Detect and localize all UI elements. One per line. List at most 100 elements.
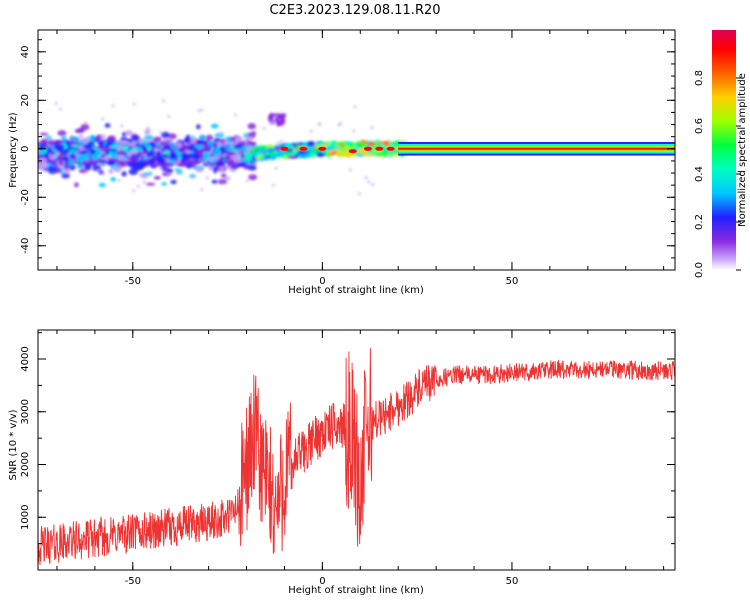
heatmap-hotspot: [363, 146, 372, 151]
heatmap-cell: [133, 156, 140, 160]
heatmap-cell: [58, 158, 64, 165]
heatmap-cell: [110, 176, 117, 182]
heatmap-cell: [247, 164, 257, 171]
heatmap-cell: [39, 132, 49, 136]
heatmap-cell: [117, 160, 126, 166]
heatmap-cell: [264, 148, 274, 153]
heatmap-cell: [161, 151, 165, 155]
snr-xlabel: Height of straight line (km): [288, 585, 424, 596]
heatmap-cell: [245, 179, 249, 183]
heatmap-cell: [223, 154, 231, 162]
heatmap-cell: [195, 167, 204, 173]
heatmap-cell: [196, 124, 201, 130]
heatmap-cell: [83, 143, 93, 150]
heatmap-cell: [191, 175, 195, 179]
y-tick-label: -40: [20, 238, 31, 254]
heatmap-cell: [153, 175, 161, 180]
heatmap-cell: [155, 149, 159, 153]
heatmap-cell: [142, 146, 148, 153]
heatmap-cell: [47, 140, 55, 147]
colorbar-ticks: 0.0 0.2 0.4 0.6 0.8: [694, 70, 741, 278]
heatmap-cell: [233, 143, 243, 149]
heatmap-cell: [142, 142, 150, 147]
heatmap-cell: [101, 172, 105, 176]
heatmap-cell: [105, 142, 111, 148]
heatmap-cell: [343, 151, 354, 158]
heatmap-cell: [161, 168, 168, 172]
heatmap-cell: [108, 169, 114, 174]
colorbar-tick-label: 0.6: [694, 118, 705, 134]
heatmap-cell: [205, 176, 209, 180]
heatmap-cell: [370, 126, 374, 130]
heatmap-cell: [270, 154, 277, 161]
heatmap-cell: [99, 159, 107, 164]
heatmap-cell: [200, 188, 204, 192]
heatmap-cell: [56, 148, 63, 152]
heatmap-cell: [61, 172, 70, 179]
heatmap-cell: [202, 143, 209, 149]
heatmap-cell: [74, 128, 85, 134]
heatmap-cell: [66, 141, 71, 148]
heatmap-cell: [245, 136, 255, 141]
heatmap-cell: [76, 164, 85, 169]
snr-ylabel: SNR (10 * v/v): [8, 409, 19, 480]
heatmap-speckle: [38, 99, 410, 196]
heatmap-hotspot: [386, 146, 395, 151]
x-tick-label: 50: [506, 576, 519, 587]
heatmap-cell: [71, 136, 79, 142]
heatmap-cell: [162, 99, 166, 103]
heatmap-cell: [185, 163, 193, 169]
heatmap-cell: [38, 157, 48, 164]
heatmap-cell: [220, 173, 227, 178]
heatmap-cell: [364, 176, 368, 180]
heatmap-cell: [167, 158, 176, 164]
heatmap-cell: [137, 151, 148, 155]
heatmap-cell: [296, 149, 307, 155]
heatmap-cell: [71, 144, 81, 148]
heatmap-cell: [56, 154, 63, 160]
heatmap-cell: [111, 104, 115, 108]
heatmap-cell: [108, 157, 116, 161]
heatmap-cell: [106, 160, 115, 166]
colorbar-tick-label: 0.2: [694, 214, 705, 230]
heatmap-cell: [144, 128, 151, 135]
heatmap-cell: [247, 122, 256, 130]
heatmap-cell: [91, 153, 100, 160]
heatmap-cell: [180, 157, 187, 164]
heatmap-cell: [113, 165, 122, 173]
heatmap-cell: [84, 163, 92, 168]
heatmap-cell: [77, 154, 86, 159]
heatmap-cell: [227, 151, 236, 156]
y-tick-label: 1000: [20, 505, 31, 530]
heatmap-cell: [89, 148, 96, 156]
heatmap-cell: [69, 153, 77, 159]
heatmap-cell: [111, 145, 116, 149]
heatmap-ylabel: Frequency (Hz): [8, 112, 19, 188]
heatmap-cell: [196, 139, 202, 145]
colorbar-label: Normalized spectral amplitude: [737, 73, 748, 227]
heatmap-cell: [176, 170, 180, 174]
heatmap-cell: [55, 169, 62, 174]
heatmap-cell: [219, 131, 223, 135]
heatmap-cell: [199, 153, 205, 160]
heatmap-cell: [136, 184, 140, 188]
heatmap-cell: [78, 140, 85, 145]
heatmap-cell: [223, 140, 230, 146]
heatmap-cell: [153, 136, 162, 143]
heatmap-cell: [159, 141, 169, 147]
heatmap-cell: [45, 149, 54, 155]
heatmap-cell: [146, 126, 150, 130]
heatmap-cell: [306, 141, 316, 147]
heatmap-cell: [167, 133, 177, 140]
heatmap-cell: [121, 171, 127, 177]
y-tick-label: 2000: [20, 452, 31, 477]
heatmap-cell: [84, 121, 88, 125]
heatmap-cell: [156, 155, 163, 161]
heatmap-cell: [184, 138, 190, 143]
heatmap-cell: [225, 146, 235, 152]
heatmap-cell: [120, 124, 124, 128]
heatmap-hotspot: [348, 149, 357, 154]
heatmap-frame: [37, 29, 676, 271]
heatmap-cell: [210, 123, 219, 129]
snr-series-line: [38, 348, 675, 566]
